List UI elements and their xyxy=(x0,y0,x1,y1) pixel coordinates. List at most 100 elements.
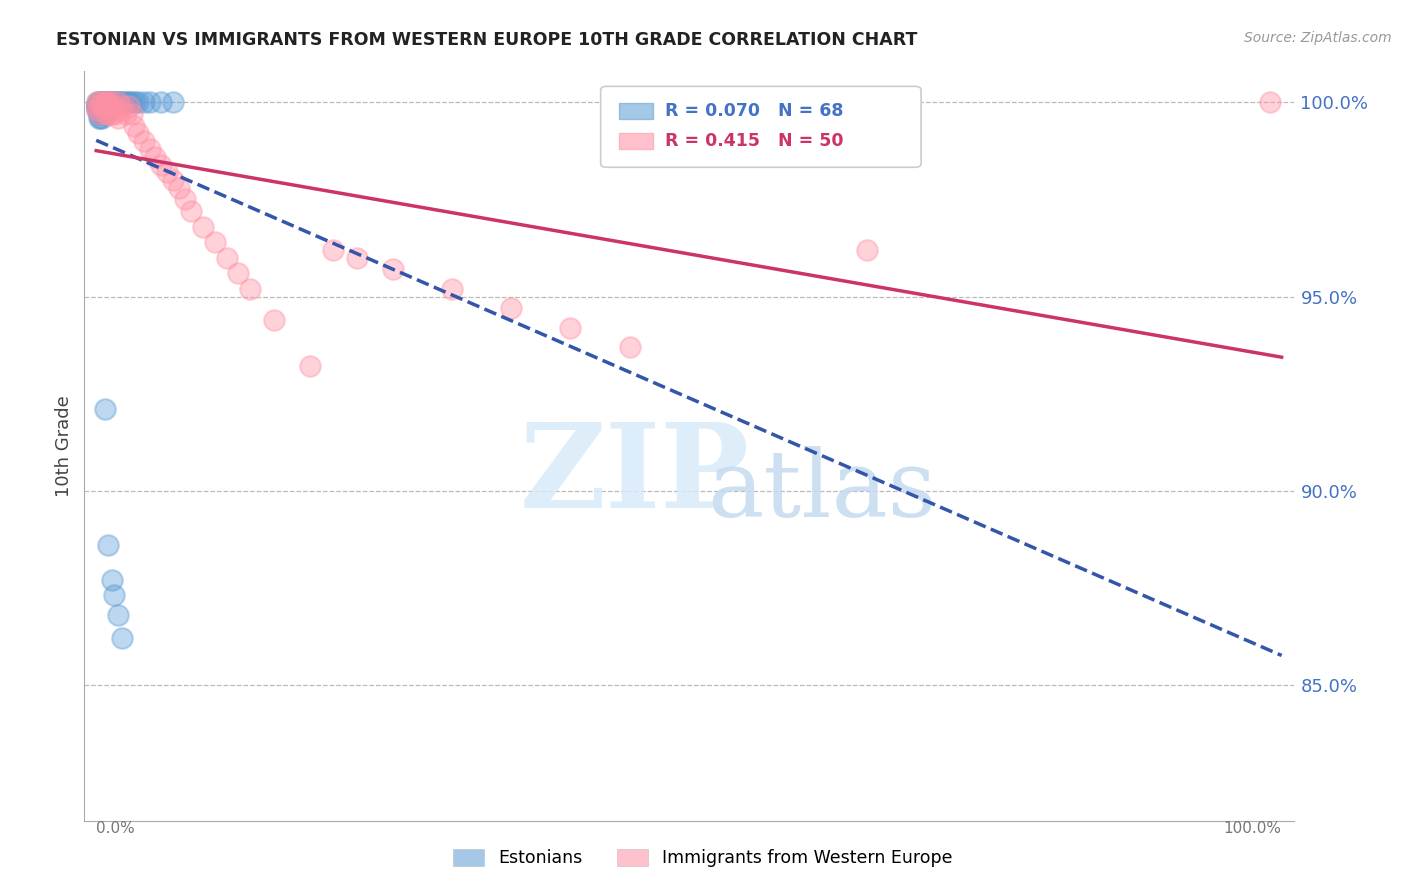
Point xyxy=(91,99,114,113)
Point xyxy=(103,589,125,603)
Point xyxy=(87,107,110,121)
Point xyxy=(87,103,110,118)
Point xyxy=(89,107,111,121)
Point xyxy=(180,204,202,219)
Point xyxy=(91,95,114,110)
Point xyxy=(100,95,122,110)
Point xyxy=(107,95,129,110)
Point xyxy=(87,111,110,125)
Point xyxy=(93,99,115,113)
Point xyxy=(191,219,214,234)
Point xyxy=(381,262,404,277)
Text: R = 0.070   N = 68: R = 0.070 N = 68 xyxy=(665,102,844,120)
Point xyxy=(86,99,108,113)
Point xyxy=(110,95,132,110)
Point xyxy=(86,99,108,113)
Point xyxy=(122,119,145,133)
Point xyxy=(86,99,108,113)
Point xyxy=(93,107,115,121)
Point xyxy=(111,99,134,113)
Point xyxy=(150,95,173,110)
Point xyxy=(87,99,110,113)
Point xyxy=(117,95,139,110)
Point xyxy=(124,95,146,110)
Point xyxy=(86,99,108,113)
Point xyxy=(94,107,117,121)
Point xyxy=(86,103,108,118)
Point xyxy=(855,243,877,257)
Point xyxy=(105,95,128,110)
Point xyxy=(560,320,582,334)
Point xyxy=(87,99,110,113)
Point xyxy=(100,107,122,121)
Point xyxy=(89,111,111,125)
Point xyxy=(121,95,143,110)
Point xyxy=(111,631,134,645)
Point xyxy=(138,142,160,156)
Point xyxy=(107,111,129,125)
Point xyxy=(97,538,120,552)
Point xyxy=(174,193,197,207)
Point xyxy=(118,99,141,113)
Point xyxy=(298,359,321,374)
Point xyxy=(167,181,190,195)
Point xyxy=(150,157,173,171)
Point xyxy=(118,95,141,110)
Point xyxy=(107,95,129,110)
Y-axis label: 10th Grade: 10th Grade xyxy=(55,395,73,497)
Point xyxy=(104,95,127,110)
Point xyxy=(440,282,463,296)
Point xyxy=(94,95,117,110)
Point xyxy=(121,107,143,121)
Point xyxy=(89,103,111,118)
Point xyxy=(90,95,112,110)
Point xyxy=(322,243,344,257)
FancyBboxPatch shape xyxy=(619,133,652,149)
Point xyxy=(132,134,155,148)
Point xyxy=(239,282,262,296)
Point xyxy=(100,95,122,110)
Point xyxy=(89,95,111,110)
FancyBboxPatch shape xyxy=(600,87,921,168)
Point xyxy=(228,266,250,280)
Point xyxy=(204,235,226,250)
Text: Source: ZipAtlas.com: Source: ZipAtlas.com xyxy=(1244,31,1392,45)
Point xyxy=(91,95,114,110)
Point xyxy=(346,251,368,265)
Point xyxy=(100,99,122,113)
Point xyxy=(89,107,111,121)
Point xyxy=(87,99,110,113)
Point xyxy=(108,95,131,110)
Point xyxy=(87,95,110,110)
Point xyxy=(162,173,184,187)
Point xyxy=(127,95,149,110)
Point xyxy=(162,95,184,110)
Point xyxy=(94,99,117,113)
Point xyxy=(111,95,134,110)
Point xyxy=(91,95,114,110)
Point xyxy=(97,99,120,113)
Text: 100.0%: 100.0% xyxy=(1223,821,1282,836)
Point xyxy=(90,107,112,121)
Point xyxy=(86,95,108,110)
Point xyxy=(96,103,118,118)
FancyBboxPatch shape xyxy=(619,103,652,120)
Point xyxy=(91,111,114,125)
Point xyxy=(107,607,129,622)
Point xyxy=(97,95,120,110)
Point xyxy=(91,99,114,113)
Point xyxy=(91,103,114,118)
Point xyxy=(215,251,238,265)
Point xyxy=(89,99,111,113)
Text: 0.0%: 0.0% xyxy=(96,821,135,836)
Point xyxy=(127,127,149,141)
Point xyxy=(91,107,114,121)
Text: R = 0.415   N = 50: R = 0.415 N = 50 xyxy=(665,132,844,150)
Point xyxy=(90,99,112,113)
Point xyxy=(89,95,111,110)
Text: atlas: atlas xyxy=(707,446,936,536)
Point xyxy=(263,313,285,327)
Point xyxy=(86,95,108,110)
Point xyxy=(91,99,114,113)
Legend: Estonians, Immigrants from Western Europe: Estonians, Immigrants from Western Europ… xyxy=(446,842,960,874)
